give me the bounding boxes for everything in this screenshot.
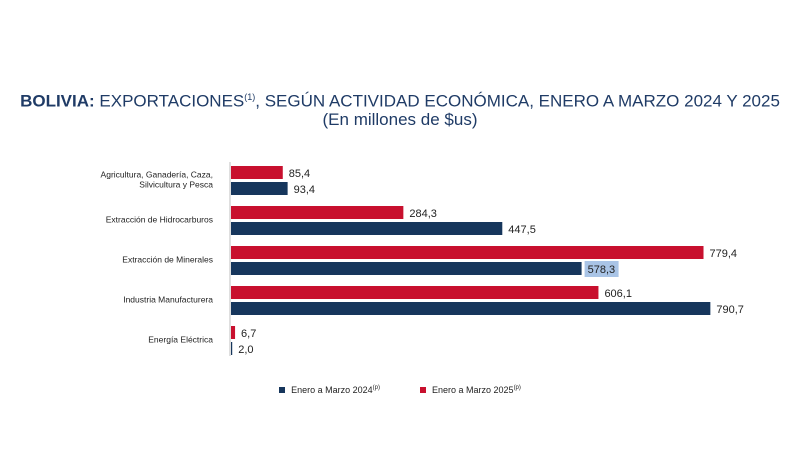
legend-item-2025: Enero a Marzo 2025(p): [420, 385, 521, 395]
chart-subtitle: (En millones de $us): [322, 110, 478, 129]
category-label: Energía Eléctrica: [148, 335, 213, 345]
bar-2025: [231, 326, 236, 339]
bar-2024: [231, 342, 233, 355]
legend-label-2024: Enero a Marzo 2024(p): [291, 385, 380, 395]
bar-2025: [231, 166, 283, 179]
legend-item-2024: Enero a Marzo 2024(p): [279, 385, 380, 395]
title-main: EXPORTACIONES: [94, 91, 245, 111]
legend: Enero a Marzo 2024(p) Enero a Marzo 2025…: [0, 385, 800, 395]
bar-2024: [231, 302, 711, 315]
category-label: Agricultura, Ganadería, Caza, Silvicultur…: [101, 170, 214, 190]
title-rest: , SEGÚN ACTIVIDAD ECONÓMICA, ENERO A MAR…: [255, 91, 780, 111]
bar-2025: [231, 286, 599, 299]
value-label: 606,1: [604, 288, 632, 300]
title-superscript: (1): [244, 92, 256, 102]
value-label: 790,7: [716, 304, 744, 316]
bar-2024: [231, 182, 288, 195]
bar-2025: [231, 206, 404, 219]
value-label: 779,4: [710, 248, 738, 260]
value-label: 93,4: [294, 184, 315, 196]
bar-2025: [231, 246, 704, 259]
value-label: 284,3: [409, 208, 437, 220]
legend-label-2025: Enero a Marzo 2025(p): [432, 385, 521, 395]
value-label-highlight: [584, 261, 619, 277]
value-label: 2,0: [238, 344, 253, 356]
legend-swatch-2024: [279, 387, 286, 393]
category-label: Extracción de Hidrocarburos: [106, 215, 213, 225]
value-label: 6,7: [241, 328, 256, 340]
category-label: Extracción de Minerales: [122, 255, 213, 265]
bar-2024: [231, 262, 582, 275]
value-label: 447,5: [508, 224, 536, 236]
value-label: 578,3: [588, 264, 616, 276]
category-label: Industria Manufacturera: [123, 295, 213, 305]
value-label: 85,4: [289, 168, 310, 180]
legend-swatch-2025: [420, 387, 426, 393]
chart-title: BOLIVIA: EXPORTACIONES(1), SEGÚN ACTIVID…: [0, 86, 800, 113]
bar-2024: [231, 222, 503, 235]
title-bold: BOLIVIA:: [20, 91, 95, 111]
